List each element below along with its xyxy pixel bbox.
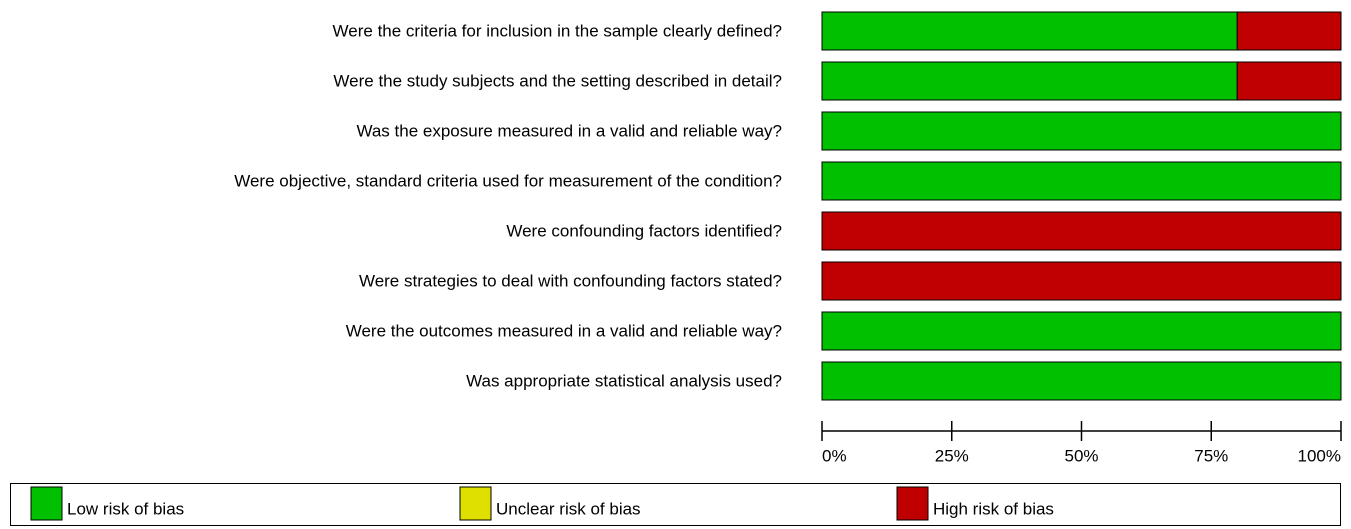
- category-label: Were the outcomes measured in a valid an…: [346, 321, 782, 340]
- category-label: Were the criteria for inclusion in the s…: [333, 21, 782, 40]
- x-tick-label: 25%: [935, 446, 969, 465]
- bar-segment: [821, 61, 1238, 101]
- category-label: Were strategies to deal with confounding…: [359, 271, 782, 290]
- legend-swatch: [30, 486, 63, 521]
- category-label: Were objective, standard criteria used f…: [234, 171, 782, 190]
- x-tick-label: 100%: [1298, 446, 1341, 465]
- legend-box: [10, 483, 1341, 526]
- category-label: Was the exposure measured in a valid and…: [356, 121, 782, 140]
- bar-segment: [821, 361, 1342, 401]
- bar-segment: [1236, 61, 1342, 101]
- bar-segment: [1236, 11, 1342, 51]
- x-tick-label: 0%: [822, 446, 847, 465]
- x-tick-label: 50%: [1064, 446, 1098, 465]
- bar-segment: [821, 161, 1342, 201]
- legend-label: Low risk of bias: [67, 499, 184, 518]
- legend-swatch: [459, 486, 492, 521]
- category-label: Were confounding factors identified?: [506, 221, 782, 240]
- bar-segment: [821, 261, 1342, 301]
- legend-label: Unclear risk of bias: [496, 499, 641, 518]
- legend-swatch: [896, 486, 929, 521]
- legend-label: High risk of bias: [933, 499, 1054, 518]
- bar-segment: [821, 311, 1342, 351]
- bar-segment: [821, 211, 1342, 251]
- x-tick-label: 75%: [1194, 446, 1228, 465]
- category-label: Were the study subjects and the setting …: [333, 71, 782, 90]
- bar-segment: [821, 111, 1342, 151]
- bar-segment: [821, 11, 1238, 51]
- category-label: Was appropriate statistical analysis use…: [466, 371, 782, 390]
